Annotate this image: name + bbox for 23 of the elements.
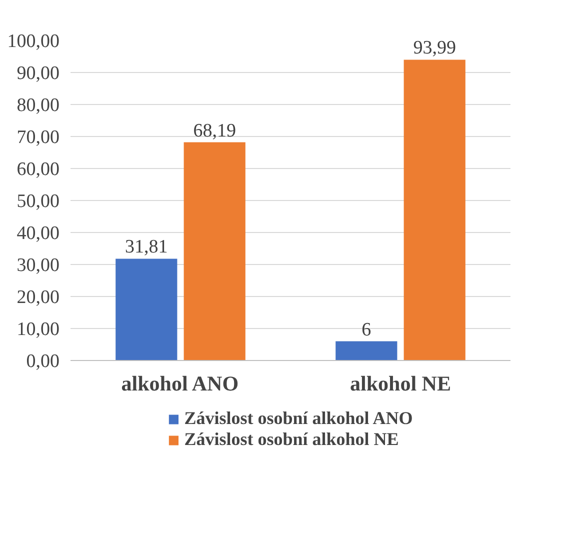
y-tick-label: 100,00 [7, 31, 60, 52]
bar [116, 258, 178, 360]
y-tick-label: 0,00 [26, 351, 60, 372]
data-label: 6 [362, 319, 372, 340]
y-tick-label: 60,00 [16, 159, 60, 180]
bar [404, 60, 466, 360]
data-label: 68,19 [193, 120, 236, 142]
bar [184, 142, 246, 360]
y-tick-label: 20,00 [16, 287, 60, 308]
data-label: 93,99 [413, 38, 456, 59]
y-tick-label: 50,00 [16, 191, 60, 212]
x-tick-label: alkohol ANO [121, 372, 239, 396]
legend-label: Závislost osobní alkohol NE [184, 429, 399, 450]
y-tick-label: 70,00 [16, 127, 60, 148]
y-tick-label: 90,00 [16, 63, 60, 84]
x-tick-label: alkohol NE [350, 372, 451, 396]
legend-label: Závislost osobní alkohol ANO [184, 408, 413, 429]
y-tick-label: 40,00 [16, 223, 60, 244]
data-label: 31,81 [125, 236, 168, 258]
y-tick-label: 30,00 [16, 255, 60, 276]
y-tick-label: 10,00 [16, 319, 60, 340]
bar [336, 341, 398, 360]
y-tick-label: 80,00 [16, 95, 60, 116]
